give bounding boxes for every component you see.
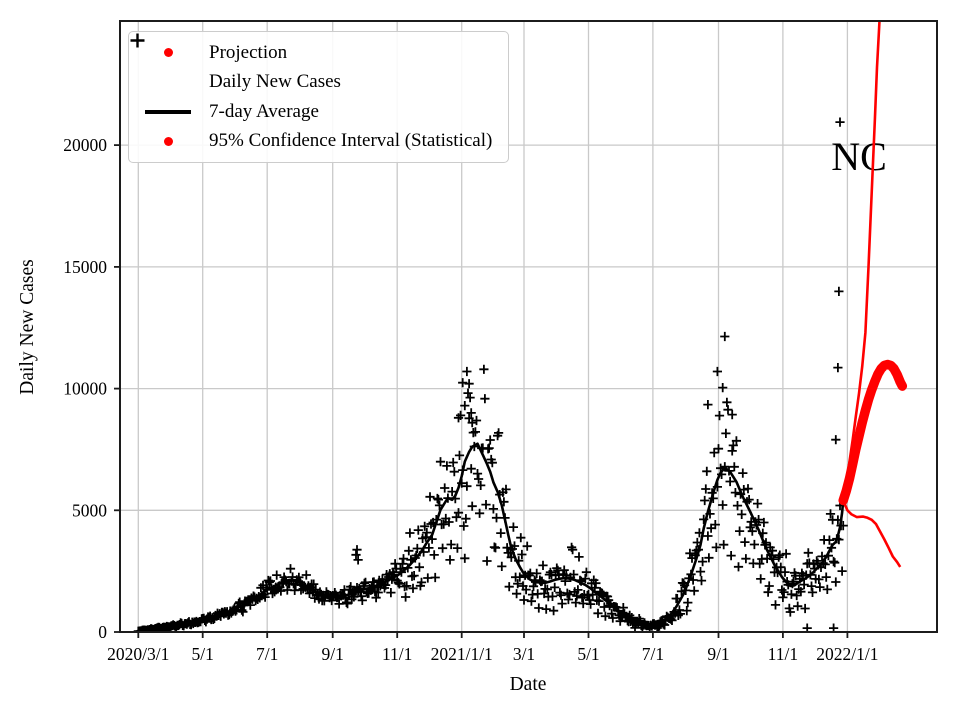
x-tick-label: 9/1 <box>322 644 344 664</box>
x-tick-label: 9/1 <box>707 644 729 664</box>
legend-label-daily-new-cases: Daily New Cases <box>209 71 341 93</box>
legend-row-projection: Projection <box>139 38 492 68</box>
state-annotation: NC <box>831 134 887 179</box>
plot-border <box>119 20 938 633</box>
legend-label-7-day-average: 7-day Average <box>209 100 319 122</box>
y-tick-label: 0 <box>98 622 107 642</box>
x-axis-label: Date <box>510 674 547 695</box>
plus-marker-icon <box>130 33 145 48</box>
x-tick-label: 5/1 <box>577 644 599 664</box>
x-tick-label: 11/1 <box>382 644 412 664</box>
x-tick-label: 5/1 <box>192 644 214 664</box>
y-tick-label: 10000 <box>63 379 107 399</box>
x-tick-label: 3/1 <box>513 644 535 664</box>
legend-row-7-day-average: 7-day Average <box>139 97 492 127</box>
y-tick-label: 20000 <box>63 135 107 155</box>
x-tick-label: 2022/1/1 <box>816 644 878 664</box>
axis-ticks <box>114 144 849 638</box>
legend-row-confidence-interval: 95% Confidence Interval (Statistical) <box>139 127 492 157</box>
legend-label-confidence-interval: 95% Confidence Interval (Statistical) <box>209 130 493 152</box>
confidence-lower-line <box>842 499 902 568</box>
x-tick-label: 11/1 <box>768 644 798 664</box>
projection-line <box>838 359 908 506</box>
y-axis-label: Daily New Cases <box>17 259 38 394</box>
seven-day-average-line <box>138 442 845 632</box>
average-line-icon <box>145 109 191 114</box>
y-tick-label: 15000 <box>63 257 107 277</box>
y-tick-label: 5000 <box>72 500 107 520</box>
legend: Projection Daily New Cases 7-day Average… <box>128 31 510 163</box>
x-tick-label: 2020/3/1 <box>107 644 169 664</box>
axis-tick-labels: 2020/3/1 5/1 7/1 9/1 11/1 2021/1/1 3/1 5/1 7/1 9/… <box>63 135 878 664</box>
projection-dot-icon <box>163 48 173 58</box>
x-tick-label: 7/1 <box>642 644 664 664</box>
x-tick-label: 7/1 <box>256 644 278 664</box>
legend-label-projection: Projection <box>209 41 288 63</box>
confidence-dot-icon <box>163 136 173 146</box>
daily-new-cases-scatter <box>133 117 848 632</box>
x-tick-label: 2021/1/1 <box>431 644 493 664</box>
legend-row-daily-new-cases: Daily New Cases <box>130 33 492 98</box>
